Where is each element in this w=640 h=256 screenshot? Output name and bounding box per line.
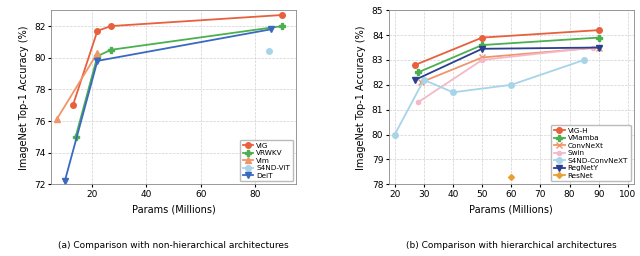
Line: VRWKV: VRWKV <box>73 23 285 140</box>
RegNetY <box>412 78 419 81</box>
ConvNeXt <box>478 56 486 59</box>
Line: ViG-H: ViG-H <box>412 27 602 68</box>
Y-axis label: ImageNet Top-1 Accuracy (%): ImageNet Top-1 Accuracy (%) <box>356 25 366 169</box>
Line: ConvNeXt: ConvNeXt <box>418 45 602 85</box>
Legend: ViG-H, VMamba, ConvNeXt, Swin, S4ND-ConvNeXT, RegNetY, ResNet: ViG-H, VMamba, ConvNeXt, Swin, S4ND-Conv… <box>551 125 630 182</box>
RegNetY <box>595 46 602 49</box>
X-axis label: Params (Millions): Params (Millions) <box>132 205 216 215</box>
ViG <box>278 14 286 17</box>
Line: RegNetY: RegNetY <box>412 45 602 83</box>
Line: Swin: Swin <box>416 46 595 104</box>
DeiT <box>93 59 101 62</box>
ConvNeXt <box>595 46 602 49</box>
RegNetY <box>478 47 486 50</box>
VMamba <box>595 36 602 39</box>
VRWKV <box>107 48 115 51</box>
Vim <box>52 118 60 121</box>
VRWKV <box>72 135 79 138</box>
X-axis label: Params (Millions): Params (Millions) <box>469 205 553 215</box>
S4ND-ConvNeXT <box>580 58 588 61</box>
Line: DeiT: DeiT <box>62 26 274 184</box>
ViG-H <box>478 36 486 39</box>
ViG <box>107 25 115 28</box>
ViG-H <box>595 29 602 32</box>
DeiT <box>61 180 68 183</box>
VMamba <box>414 71 422 74</box>
S4ND-ConvNeXT <box>391 133 399 136</box>
VRWKV <box>93 55 101 58</box>
ConvNeXt <box>417 81 425 84</box>
Text: (a) Comparison with non-hierarchical architectures: (a) Comparison with non-hierarchical arc… <box>58 241 289 250</box>
Swin <box>589 46 596 49</box>
ViG <box>69 104 77 107</box>
VRWKV <box>278 25 286 28</box>
Line: Vim: Vim <box>54 50 100 122</box>
S4ND-ConvNeXT <box>449 91 457 94</box>
Line: VMamba: VMamba <box>415 35 602 75</box>
Vim <box>93 51 101 55</box>
S4ND-ConvNeXT <box>508 83 515 86</box>
Line: S4ND-ConvNeXT: S4ND-ConvNeXT <box>392 57 587 137</box>
Line: ViG: ViG <box>70 12 285 108</box>
Swin <box>478 58 486 61</box>
Legend: ViG, VRWKV, Vim, S4ND-ViT, DeiT: ViG, VRWKV, Vim, S4ND-ViT, DeiT <box>239 140 293 182</box>
VMamba <box>478 44 486 47</box>
Y-axis label: ImageNet Top-1 Accuracy (%): ImageNet Top-1 Accuracy (%) <box>19 25 29 169</box>
S4ND-ConvNeXT <box>420 78 428 81</box>
DeiT <box>268 28 275 31</box>
Swin <box>414 101 422 104</box>
Text: (b) Comparison with hierarchical architectures: (b) Comparison with hierarchical archite… <box>406 241 616 250</box>
ViG-H <box>412 63 419 67</box>
ViG <box>93 29 101 32</box>
